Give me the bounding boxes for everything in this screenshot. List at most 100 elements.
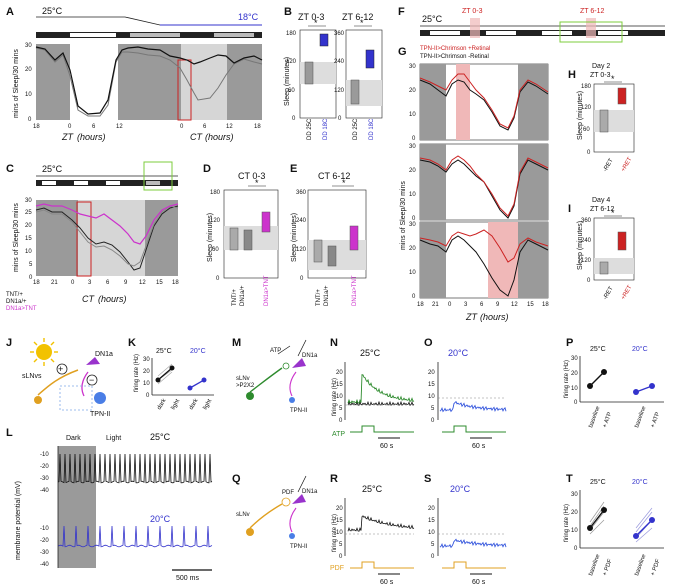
xtick-c-6: 12 xyxy=(139,280,146,286)
ytick-b-3: 180 xyxy=(286,31,297,37)
xtick-a-2: 6 xyxy=(92,124,96,130)
xlabel-a-hours2: (hours) xyxy=(205,132,234,142)
panel-label-e: E xyxy=(290,163,297,175)
box-h-minus xyxy=(599,109,609,133)
ytick-p-0: 0 xyxy=(574,400,578,406)
m-label-tpn: TPN-II xyxy=(290,408,308,414)
label-l-20: 20°C xyxy=(150,514,171,524)
m-slnv-projection xyxy=(249,367,283,393)
xtick-a-6: 12 xyxy=(226,124,233,130)
panel-e: E CT 6-12 * Sleep (minutes) 0 120 240 36… xyxy=(290,163,367,306)
box-e-dn1a xyxy=(327,245,337,267)
xl-k-dark1: dark xyxy=(157,397,169,411)
p-title-20: 20°C xyxy=(632,345,648,353)
trace-s-pdf xyxy=(439,538,507,549)
ytick-i-1: 120 xyxy=(581,258,592,264)
ytick-e-1: 120 xyxy=(296,247,307,253)
zoom-box-f xyxy=(559,21,623,43)
zoom-box-c xyxy=(143,161,173,191)
ytick-g3-3: 30 xyxy=(409,222,416,228)
ytick-s-4: 20 xyxy=(428,506,435,512)
tpn-cell-icon xyxy=(94,392,106,404)
temp-label-c: 25°C xyxy=(42,164,63,174)
panel-t: T 25°C 20°C firing rate (Hz) 0 10 20 30 … xyxy=(564,473,664,577)
plot-g3-night1 xyxy=(420,222,446,298)
xl-b2-18: DD 18C xyxy=(369,118,375,140)
star-h: * xyxy=(611,74,615,84)
slnv-projection xyxy=(37,369,79,396)
trace-c-tnt-dn1a xyxy=(35,203,179,245)
ytick-l-1: -20 xyxy=(40,464,49,470)
k-dot-25-dark xyxy=(155,377,161,383)
dn1a-cell-icon xyxy=(86,357,100,365)
plot-g1-stim xyxy=(456,64,470,140)
ylabel-e: Sleep (minutes) xyxy=(291,213,298,262)
ytick-k-0: 0 xyxy=(146,393,150,399)
ytick-t-3: 30 xyxy=(571,492,578,498)
temp-label-a-left: 25°C xyxy=(42,6,63,16)
ytick-k-2: 20 xyxy=(143,369,150,375)
m-receptor-icon xyxy=(282,362,290,370)
ytick-l2-2: -30 xyxy=(40,550,49,556)
k-dot-20-dark xyxy=(187,385,193,391)
panel-label-h: H xyxy=(568,69,576,81)
box-b2-25c xyxy=(350,79,360,105)
xl-t-base1: baseline xyxy=(588,553,602,577)
p-line-25 xyxy=(589,371,605,387)
title-i-1: Day 4 xyxy=(592,197,610,204)
window-f-1-mark xyxy=(470,18,480,38)
m-label-slnv: sLNv xyxy=(236,376,250,382)
window-f-1: ZT 0-3 xyxy=(462,8,483,15)
ylabel-d: Sleep (minutes) xyxy=(207,213,214,262)
xl-e-2: DN1a>TNT xyxy=(352,275,358,306)
xtick-g-4: 6 xyxy=(480,302,484,308)
ytick-o-4: 20 xyxy=(428,370,435,376)
label-l-25: 25°C xyxy=(150,432,171,442)
xl-t-base2: baseline xyxy=(634,553,648,577)
ytick-n-3: 15 xyxy=(336,382,343,388)
ylabel-n: firing rate (Hz) xyxy=(332,378,338,416)
xl-i-1: +RET xyxy=(621,284,634,301)
q-dn1a-cell-icon xyxy=(292,494,306,504)
ylabel-g: mins of Sleep/30 mins xyxy=(400,181,407,250)
t-title-20: 20°C xyxy=(632,478,648,486)
xtick-g-6: 12 xyxy=(511,302,518,308)
p-dot-25-base xyxy=(587,383,593,389)
ytick-h-3: 180 xyxy=(581,84,592,90)
trace-l-25 xyxy=(57,453,213,484)
o-temp: 20°C xyxy=(448,348,469,358)
m-atp-pipette xyxy=(277,345,291,355)
m-slnv-cell-icon xyxy=(246,392,254,400)
ytick-a-1: 10 xyxy=(25,92,32,98)
xl-b1-18: DD 18C xyxy=(323,118,329,140)
panel-l: L Dark Light 25°C 20°C membrane potentia… xyxy=(6,427,213,582)
light-bar-f-w3 xyxy=(542,31,572,35)
title-h-1: Day 2 xyxy=(592,63,610,70)
n-scalebar-label: 60 s xyxy=(380,443,394,450)
ytick-g3-0: 0 xyxy=(412,294,416,300)
box-b1-25c xyxy=(304,61,314,85)
xl-t-pdf2: + PDF xyxy=(650,558,662,577)
ytick-d-2: 120 xyxy=(210,218,221,224)
ytick-c-5: 25 xyxy=(25,210,32,216)
t-title-25: 25°C xyxy=(590,478,606,486)
m-label-p2x2: >P2X2 xyxy=(236,383,255,389)
light-bar-c-w3 xyxy=(106,181,120,185)
n-temp: 25°C xyxy=(360,348,381,358)
ytick-n-4: 20 xyxy=(336,370,343,376)
ytick-g3-1: 10 xyxy=(409,270,416,276)
ylabel-h: Sleep (minutes) xyxy=(577,91,584,140)
k-mean-25 xyxy=(157,367,173,381)
ytick-l2-1: -20 xyxy=(40,538,49,544)
ylabel-r: firing rate (Hz) xyxy=(332,514,338,552)
trace-g1-minus xyxy=(419,79,549,131)
plot-a-subjective-day xyxy=(181,44,227,120)
temp-label-f: 25°C xyxy=(422,14,443,24)
xtick-g-2: 0 xyxy=(448,302,452,308)
light-bar-f-w1 xyxy=(430,31,460,35)
ytick-g2-0: 0 xyxy=(412,216,416,222)
panel-label-k: K xyxy=(128,337,136,349)
ytick-c-2: 10 xyxy=(25,249,32,255)
title-e: CT 6-12 xyxy=(318,171,350,181)
ytick-o-1: 5 xyxy=(431,406,435,412)
